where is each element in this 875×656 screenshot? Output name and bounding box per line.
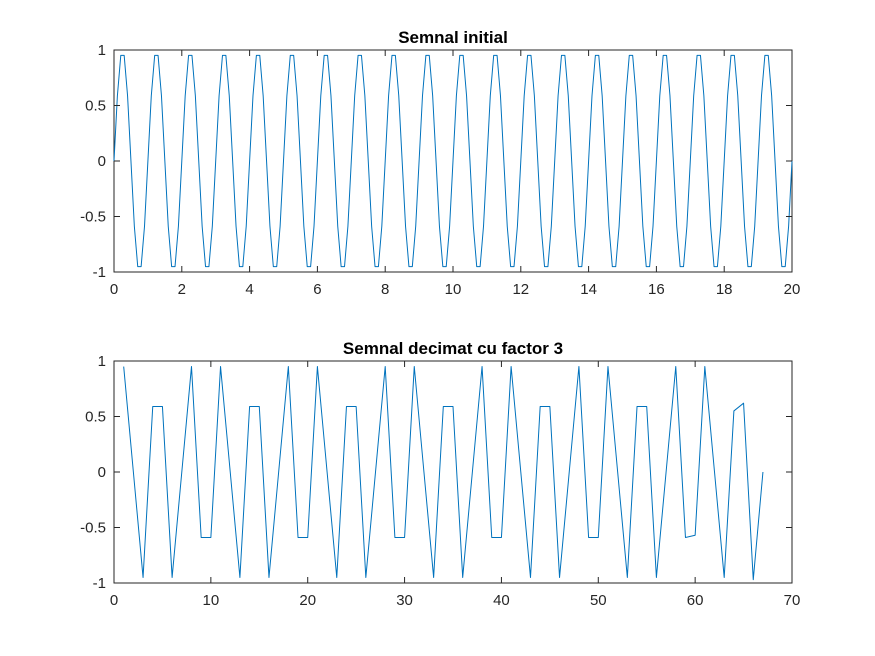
- x-tick-label: 70: [784, 592, 801, 609]
- x-tick-label: 12: [512, 281, 529, 298]
- x-tick-label: 10: [203, 592, 220, 609]
- plot-area: [113, 360, 793, 584]
- series-layer: [123, 366, 764, 581]
- x-tick-label: 20: [299, 592, 316, 609]
- subplot-semnal-decimat: Semnal decimat cu factor 3 0 10 20 30 40 50 60…: [80, 339, 800, 609]
- series-layer: [113, 54, 793, 268]
- x-tick-label: 14: [580, 281, 597, 298]
- y-tick-label: 0: [98, 153, 106, 170]
- x-tick-label: 50: [590, 592, 607, 609]
- x-tick-label: 4: [245, 281, 253, 298]
- x-axis-ticks: 0 2 4 6 8 10 12 14 16 18 20: [110, 50, 801, 298]
- series-line: [113, 54, 793, 268]
- chart-title: Semnal initial: [398, 28, 508, 47]
- y-tick-label: 1: [98, 42, 106, 59]
- x-tick-label: 2: [178, 281, 186, 298]
- y-tick-label: -1: [93, 575, 106, 592]
- y-tick-label: -1: [93, 264, 106, 281]
- y-tick-label: 0.5: [85, 409, 106, 426]
- x-tick-label: 18: [716, 281, 733, 298]
- y-tick-label: 0: [98, 464, 106, 481]
- y-tick-label: 0.5: [85, 98, 106, 115]
- y-axis-ticks: -1 -0.5 0 0.5 1: [80, 42, 792, 281]
- x-tick-label: 30: [396, 592, 413, 609]
- x-axis-ticks: 0 10 20 30 40 50 60 70: [110, 361, 801, 609]
- chart-title: Semnal decimat cu factor 3: [343, 339, 563, 358]
- subplot-semnal-initial: Semnal initial 0 2 4 6 8 10 12 14 16 18 20 -1-0.50…: [80, 28, 800, 298]
- x-tick-label: 40: [493, 592, 510, 609]
- y-tick-label: 1: [98, 353, 106, 370]
- x-tick-label: 6: [313, 281, 321, 298]
- x-tick-label: 16: [648, 281, 665, 298]
- x-tick-label: 0: [110, 592, 118, 609]
- x-tick-label: 60: [687, 592, 704, 609]
- x-tick-label: 0: [110, 281, 118, 298]
- y-tick-label: -0.5: [80, 520, 106, 537]
- series-line: [123, 366, 764, 581]
- x-tick-label: 8: [381, 281, 389, 298]
- y-tick-label: -0.5: [80, 209, 106, 226]
- y-axis-ticks: -1 -0.5 0 0.5 1: [80, 353, 792, 592]
- x-tick-label: 20: [784, 281, 801, 298]
- x-tick-label: 10: [445, 281, 462, 298]
